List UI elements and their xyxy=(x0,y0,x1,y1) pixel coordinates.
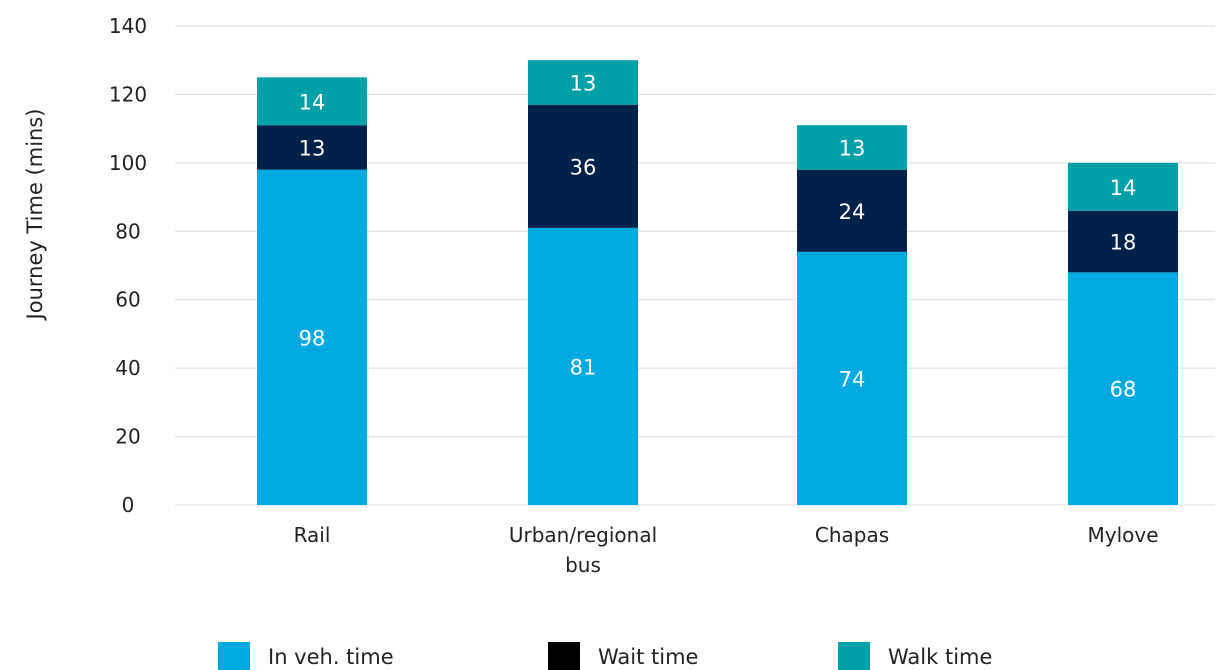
bars xyxy=(257,60,1178,505)
x-axis-categories: Rail Urban/regional bus Chapas Mylove xyxy=(294,523,1159,577)
x-category-label: Mylove xyxy=(1087,523,1158,547)
y-tick-label: 120 xyxy=(109,82,147,106)
y-axis-label: Journey Time (mins) xyxy=(23,109,47,322)
legend-label: Wait time xyxy=(598,645,698,669)
data-label: 18 xyxy=(1110,231,1137,255)
bar-segment xyxy=(1068,210,1178,273)
legend-swatch xyxy=(548,642,580,670)
bar-segment xyxy=(257,169,367,505)
y-tick-label: 20 xyxy=(115,425,140,449)
bar-segment xyxy=(528,227,638,505)
data-label: 14 xyxy=(1110,176,1137,200)
legend-item: Wait time xyxy=(548,642,698,670)
data-label: 74 xyxy=(839,367,866,391)
x-category-label: Chapas xyxy=(815,523,889,547)
data-label: 98 xyxy=(299,326,326,350)
bar-segment xyxy=(797,251,907,505)
data-label: 13 xyxy=(299,136,326,160)
bar-segment xyxy=(257,125,367,170)
data-label: 13 xyxy=(839,136,866,160)
bar-segment xyxy=(1068,272,1178,505)
legend-label: Walk time xyxy=(888,645,992,669)
bar-segment xyxy=(797,169,907,252)
legend-swatch xyxy=(838,642,870,670)
bar-segment xyxy=(528,60,638,105)
bar-segment xyxy=(1068,162,1178,211)
legend-item: In veh. time xyxy=(218,642,394,670)
y-axis-ticks: 0 20 40 60 80 100 120 140 xyxy=(109,14,147,517)
legend-label: In veh. time xyxy=(268,645,394,669)
data-label: 13 xyxy=(570,71,597,95)
data-label: 68 xyxy=(1110,378,1137,402)
x-category-label: Rail xyxy=(294,523,331,547)
data-label: 24 xyxy=(839,200,866,224)
bar-segment xyxy=(528,104,638,228)
data-labels: 98 13 14 81 36 13 74 24 13 68 18 14 xyxy=(299,71,1137,401)
data-label: 81 xyxy=(570,355,597,379)
legend-swatch xyxy=(218,642,250,670)
x-category-label: Urban/regional bus xyxy=(509,523,657,577)
data-label: 36 xyxy=(570,155,597,179)
y-tick-label: 0 xyxy=(122,493,135,517)
bar-segment xyxy=(257,77,367,126)
y-tick-label: 60 xyxy=(115,288,140,312)
y-tick-label: 80 xyxy=(115,219,140,243)
y-tick-label: 140 xyxy=(109,14,147,38)
data-label: 14 xyxy=(299,90,326,114)
y-tick-label: 40 xyxy=(115,356,140,380)
y-tick-label: 100 xyxy=(109,151,147,175)
legend-item: Walk time xyxy=(838,642,992,670)
bar-segment xyxy=(797,125,907,170)
legend: In veh. time Wait time Walk time xyxy=(218,642,992,670)
